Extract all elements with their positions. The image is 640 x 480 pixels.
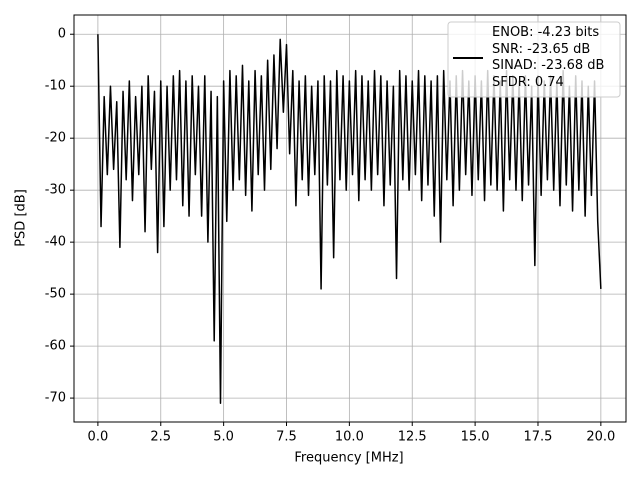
- legend-box: [447, 21, 621, 98]
- y-tick-label: -30: [45, 183, 66, 198]
- y-tick-label: -50: [45, 287, 66, 302]
- series-line: [97, 34, 602, 405]
- legend-label: ENOB: -4.23 bits SNR: -23.65 dB SINAD: -…: [492, 25, 605, 90]
- y-tick-label: -70: [45, 391, 66, 406]
- y-tick-label: -10: [45, 79, 66, 94]
- x-tick-label: 2.5: [150, 430, 171, 445]
- plot-layer: [97, 34, 602, 405]
- axes-frame: [73, 14, 627, 423]
- x-tick-label: 20.0: [586, 430, 615, 445]
- x-tick-label: 5.0: [213, 430, 234, 445]
- y-tick-label: -40: [45, 235, 66, 250]
- x-tick-label: 15.0: [461, 430, 490, 445]
- x-tick-label: 10.0: [335, 430, 364, 445]
- y-axis-label: PSD [dB]: [14, 189, 29, 247]
- x-tick-label: 7.5: [276, 430, 297, 445]
- x-axis-label: Frequency [MHz]: [294, 451, 403, 466]
- x-tick-label: 12.5: [398, 430, 427, 445]
- y-tick-label: -20: [45, 131, 66, 146]
- y-tick-label: -60: [45, 339, 66, 354]
- y-tick-label: 0: [58, 27, 66, 42]
- x-tick-label: 17.5: [524, 430, 553, 445]
- x-tick-label: 0.0: [88, 430, 109, 445]
